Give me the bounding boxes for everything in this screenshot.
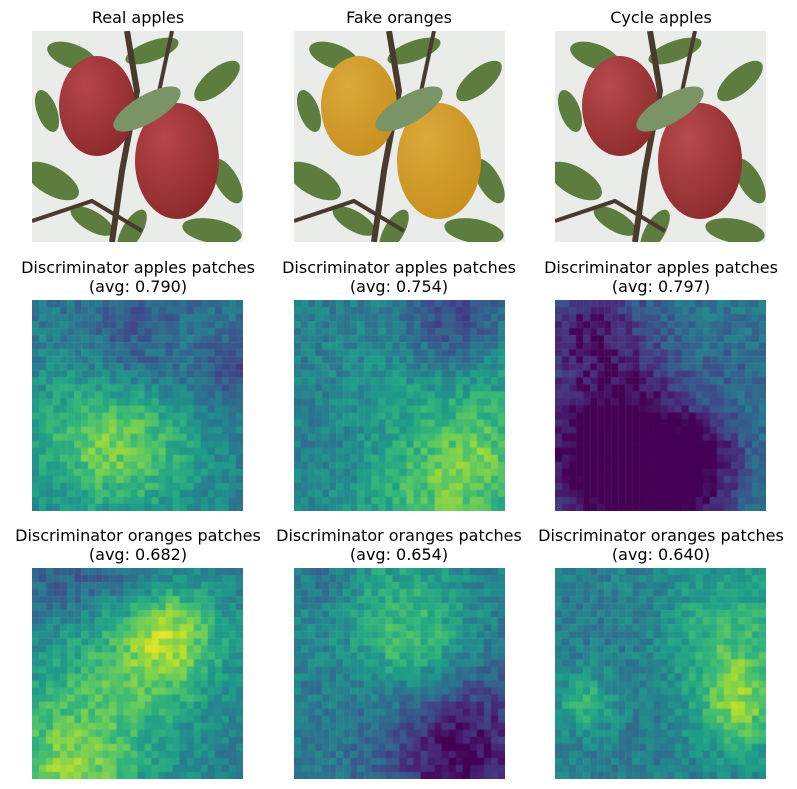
panel-title-oranges-patches-3: Discriminator oranges patches (avg: 0.640… <box>538 526 784 564</box>
oranges-patches-heatmap-1 <box>32 568 243 779</box>
apples-patches-heatmap-1 <box>32 300 243 511</box>
fake-oranges-image <box>294 31 505 242</box>
apples-patches-heatmap-2 <box>294 300 505 511</box>
panel-title-oranges-patches-2: Discriminator oranges patches (avg: 0.654… <box>276 526 522 564</box>
panel-title-real-apples: Real apples <box>91 8 185 27</box>
apples-patches-heatmap-3 <box>555 300 766 511</box>
panel-title-apples-patches-1: Discriminator apples patches (avg: 0.790) <box>21 258 255 296</box>
panel-title-apples-patches-3: Discriminator apples patches (avg: 0.797) <box>544 258 778 296</box>
panel-title-fake-oranges: Fake oranges <box>346 8 452 27</box>
oranges-patches-heatmap-3 <box>555 568 766 779</box>
panel-title-apples-patches-2: Discriminator apples patches (avg: 0.754) <box>282 258 516 296</box>
real-apples-image <box>32 31 243 242</box>
panel-title-oranges-patches-1: Discriminator oranges patches (avg: 0.682… <box>15 526 261 564</box>
cycle-apples-image <box>555 31 766 242</box>
panel-title-cycle-apples: Cycle apples <box>610 8 712 27</box>
oranges-patches-heatmap-2 <box>294 568 505 779</box>
